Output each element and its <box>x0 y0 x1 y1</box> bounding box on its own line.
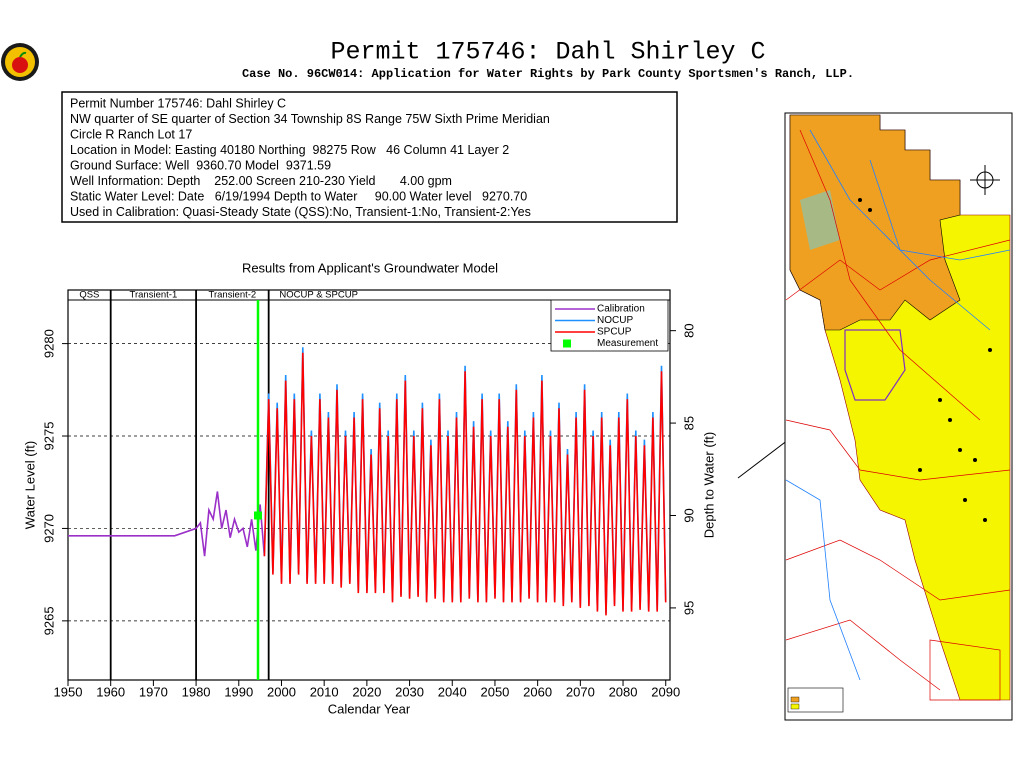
chart-title: Results from Applicant's Groundwater Mod… <box>242 260 498 275</box>
series-line <box>263 352 667 616</box>
x-tick-label: 2060 <box>523 684 552 699</box>
y2-axis-label: Depth to Water (ft) <box>701 432 716 538</box>
info-line: Ground Surface: Well 9360.70 Model 9371.… <box>70 158 331 172</box>
info-lines: Permit Number 175746: Dahl Shirley C NW q… <box>70 96 550 219</box>
x-tick-label: 2050 <box>480 684 509 699</box>
info-line: Circle R Ranch Lot 17 <box>70 127 192 141</box>
legend-swatch <box>563 339 571 348</box>
y-axis-label: Water Level (ft) <box>22 441 37 529</box>
legend-label: Measurement <box>597 338 658 349</box>
page-title: Permit 175746: Dahl Shirley C <box>330 38 765 67</box>
info-line: Permit Number 175746: Dahl Shirley C <box>70 96 286 110</box>
x-tick-label: 1950 <box>54 684 83 699</box>
period-label: NOCUP & SPCUP <box>279 290 357 301</box>
x-axis-label: Calendar Year <box>328 701 411 716</box>
y-tick-label: 9270 <box>41 514 56 543</box>
period-label: Transient-2 <box>209 290 257 301</box>
period-label: Transient-1 <box>130 290 178 301</box>
x-tick-label: 2020 <box>352 684 381 699</box>
x-tick-label: 2070 <box>566 684 595 699</box>
y2-tick-label: 95 <box>681 601 696 615</box>
x-tick-label: 1990 <box>224 684 253 699</box>
x-tick-label: 2030 <box>395 684 424 699</box>
period-label: QSS <box>79 290 99 301</box>
info-line: Static Water Level: Date 6/19/1994 Depth… <box>70 189 527 203</box>
plot-frame <box>67 289 671 681</box>
x-tick-label: 1980 <box>182 684 211 699</box>
legend-label: Calibration <box>597 304 645 315</box>
x-tick-label: 2040 <box>438 684 467 699</box>
y-tick-label: 9265 <box>41 606 56 635</box>
x-tick-label: 2090 <box>651 684 680 699</box>
y-tick-label: 9275 <box>41 422 56 451</box>
y2-tick-label: 80 <box>681 323 696 337</box>
page-subtitle: Case No. 96CW014: Application for Water … <box>242 67 854 81</box>
info-box <box>61 91 678 223</box>
legend-label: SPCUP <box>597 327 632 338</box>
chart: Results from Applicant's Groundwater Mod… <box>22 260 716 716</box>
x-tick-label: 2010 <box>310 684 339 699</box>
info-line: Location in Model: Easting 40180 Northin… <box>70 143 509 157</box>
x-tick-label: 2000 <box>267 684 296 699</box>
info-line: Used in Calibration: Quasi-Steady State … <box>70 205 531 219</box>
x-tick-label: 1970 <box>139 684 168 699</box>
y-tick-label: 9280 <box>41 329 56 358</box>
x-tick-label: 2080 <box>609 684 638 699</box>
measurement-point <box>253 511 262 520</box>
series-line <box>68 491 266 557</box>
y2-tick-label: 90 <box>681 508 696 522</box>
logo <box>1 43 39 81</box>
x-tick-label: 1960 <box>96 684 125 699</box>
map <box>737 112 1013 721</box>
info-line: NW quarter of SE quarter of Section 34 T… <box>70 112 550 126</box>
legend-label: NOCUP <box>597 315 633 326</box>
info-line: Well Information: Depth 252.00 Screen 21… <box>70 174 452 188</box>
y2-tick-label: 85 <box>681 416 696 430</box>
